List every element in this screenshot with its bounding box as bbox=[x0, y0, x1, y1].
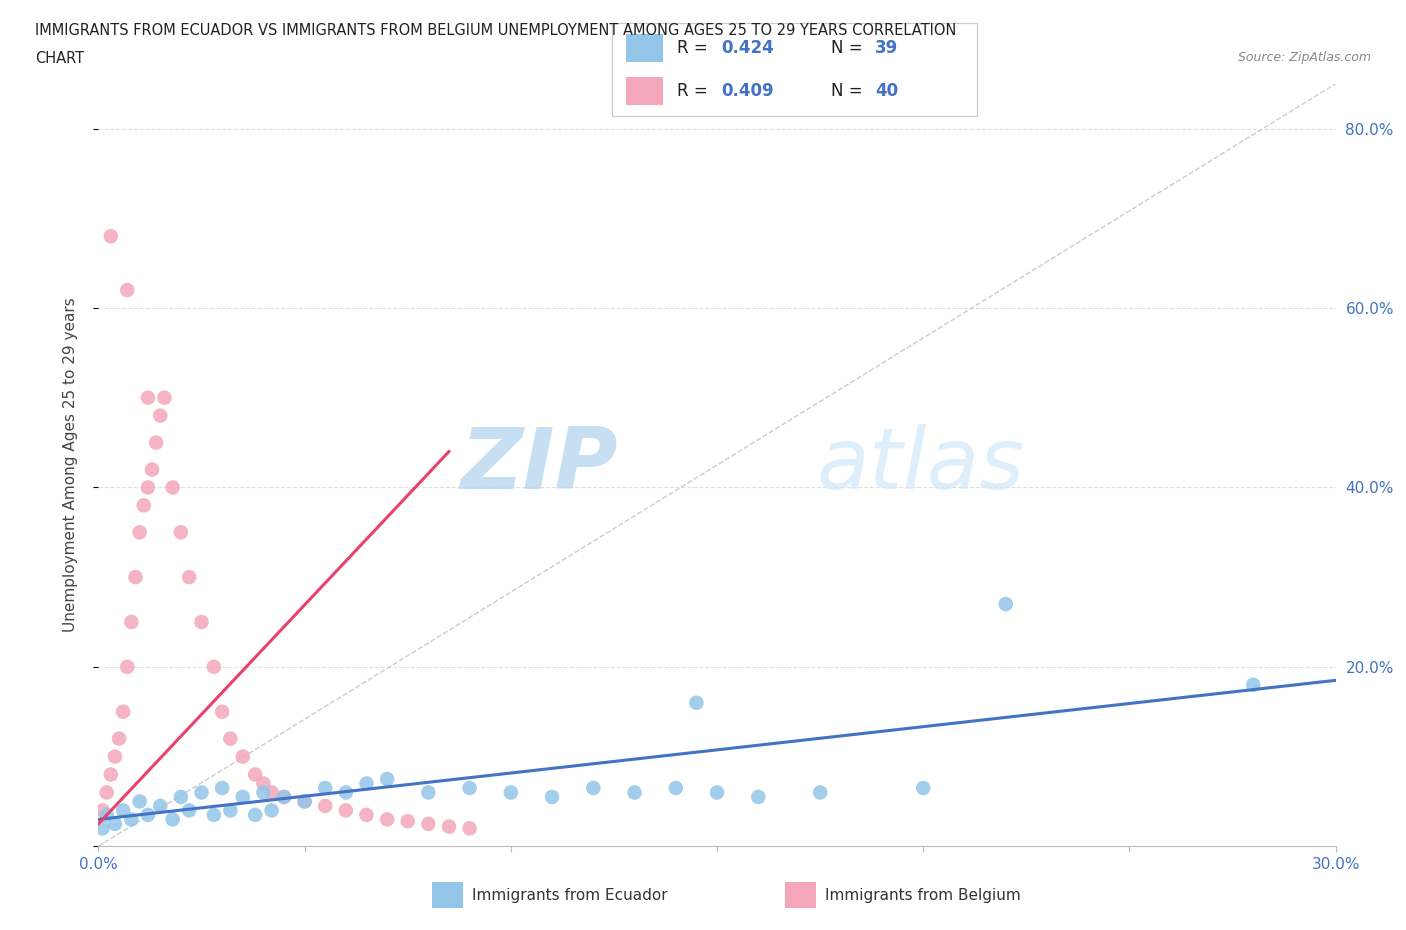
Point bbox=[499, 785, 522, 800]
Point bbox=[190, 785, 212, 800]
Point bbox=[356, 807, 378, 822]
Point bbox=[149, 799, 172, 814]
Point bbox=[136, 480, 159, 495]
Point bbox=[112, 803, 135, 817]
Point bbox=[162, 480, 184, 495]
Point bbox=[104, 750, 127, 764]
Text: 39: 39 bbox=[875, 39, 898, 58]
Point bbox=[665, 780, 688, 795]
Text: 0.424: 0.424 bbox=[721, 39, 775, 58]
Point bbox=[117, 283, 139, 298]
Point bbox=[211, 704, 233, 719]
Point bbox=[396, 814, 419, 829]
Text: 0.409: 0.409 bbox=[721, 82, 773, 100]
Point bbox=[120, 812, 142, 827]
Point bbox=[141, 462, 163, 477]
Point bbox=[252, 776, 274, 790]
Point bbox=[145, 435, 167, 450]
Text: CHART: CHART bbox=[35, 51, 84, 66]
Point bbox=[232, 750, 254, 764]
Point bbox=[994, 597, 1017, 612]
Y-axis label: Unemployment Among Ages 25 to 29 years: Unemployment Among Ages 25 to 29 years bbox=[63, 298, 77, 632]
Point bbox=[375, 772, 398, 787]
Point bbox=[112, 704, 135, 719]
Text: 40: 40 bbox=[875, 82, 898, 100]
FancyBboxPatch shape bbox=[433, 883, 464, 908]
Point bbox=[418, 817, 440, 831]
FancyBboxPatch shape bbox=[626, 34, 662, 62]
Point bbox=[202, 659, 225, 674]
Point bbox=[458, 780, 481, 795]
Point bbox=[100, 767, 122, 782]
Point bbox=[582, 780, 605, 795]
Point bbox=[170, 525, 193, 539]
Text: R =: R = bbox=[678, 82, 713, 100]
Point bbox=[211, 780, 233, 795]
Text: atlas: atlas bbox=[815, 423, 1024, 507]
Point bbox=[335, 803, 357, 817]
Point bbox=[190, 615, 212, 630]
Point bbox=[243, 767, 266, 782]
Text: Immigrants from Belgium: Immigrants from Belgium bbox=[825, 887, 1021, 903]
Point bbox=[273, 790, 295, 804]
Point bbox=[128, 525, 150, 539]
Point bbox=[202, 807, 225, 822]
Point bbox=[808, 785, 831, 800]
Point bbox=[104, 817, 127, 831]
Point bbox=[96, 785, 118, 800]
Point bbox=[623, 785, 645, 800]
Point bbox=[437, 819, 460, 834]
FancyBboxPatch shape bbox=[785, 883, 815, 908]
Point bbox=[91, 803, 114, 817]
Point bbox=[96, 807, 118, 822]
Point bbox=[706, 785, 728, 800]
Point bbox=[153, 391, 176, 405]
Text: N =: N = bbox=[831, 39, 868, 58]
Point bbox=[128, 794, 150, 809]
Point bbox=[375, 812, 398, 827]
Point bbox=[912, 780, 935, 795]
Point bbox=[219, 803, 242, 817]
Point bbox=[219, 731, 242, 746]
Point bbox=[232, 790, 254, 804]
Text: N =: N = bbox=[831, 82, 868, 100]
FancyBboxPatch shape bbox=[626, 77, 662, 105]
Point bbox=[294, 794, 316, 809]
Point bbox=[136, 391, 159, 405]
Point bbox=[273, 790, 295, 804]
Point bbox=[1241, 677, 1264, 692]
Point bbox=[458, 821, 481, 836]
Point bbox=[243, 807, 266, 822]
Point bbox=[120, 615, 142, 630]
Text: Immigrants from Ecuador: Immigrants from Ecuador bbox=[472, 887, 668, 903]
Text: R =: R = bbox=[678, 39, 713, 58]
Point bbox=[179, 803, 201, 817]
Point bbox=[314, 780, 336, 795]
Point bbox=[260, 803, 283, 817]
Point bbox=[179, 570, 201, 585]
Point bbox=[685, 696, 707, 711]
Point bbox=[314, 799, 336, 814]
Point bbox=[124, 570, 146, 585]
Point bbox=[100, 229, 122, 244]
Text: IMMIGRANTS FROM ECUADOR VS IMMIGRANTS FROM BELGIUM UNEMPLOYMENT AMONG AGES 25 TO: IMMIGRANTS FROM ECUADOR VS IMMIGRANTS FR… bbox=[35, 23, 956, 38]
Point bbox=[91, 821, 114, 836]
Point bbox=[541, 790, 564, 804]
Point bbox=[356, 776, 378, 790]
Point bbox=[747, 790, 769, 804]
Point bbox=[108, 731, 131, 746]
Point bbox=[260, 785, 283, 800]
Text: Source: ZipAtlas.com: Source: ZipAtlas.com bbox=[1237, 51, 1371, 64]
Point bbox=[170, 790, 193, 804]
Point bbox=[335, 785, 357, 800]
Point bbox=[162, 812, 184, 827]
Point bbox=[132, 498, 155, 512]
Text: ZIP: ZIP bbox=[460, 423, 619, 507]
Point bbox=[418, 785, 440, 800]
Point bbox=[252, 785, 274, 800]
Point bbox=[149, 408, 172, 423]
Point bbox=[294, 794, 316, 809]
Point bbox=[136, 807, 159, 822]
Point bbox=[117, 659, 139, 674]
